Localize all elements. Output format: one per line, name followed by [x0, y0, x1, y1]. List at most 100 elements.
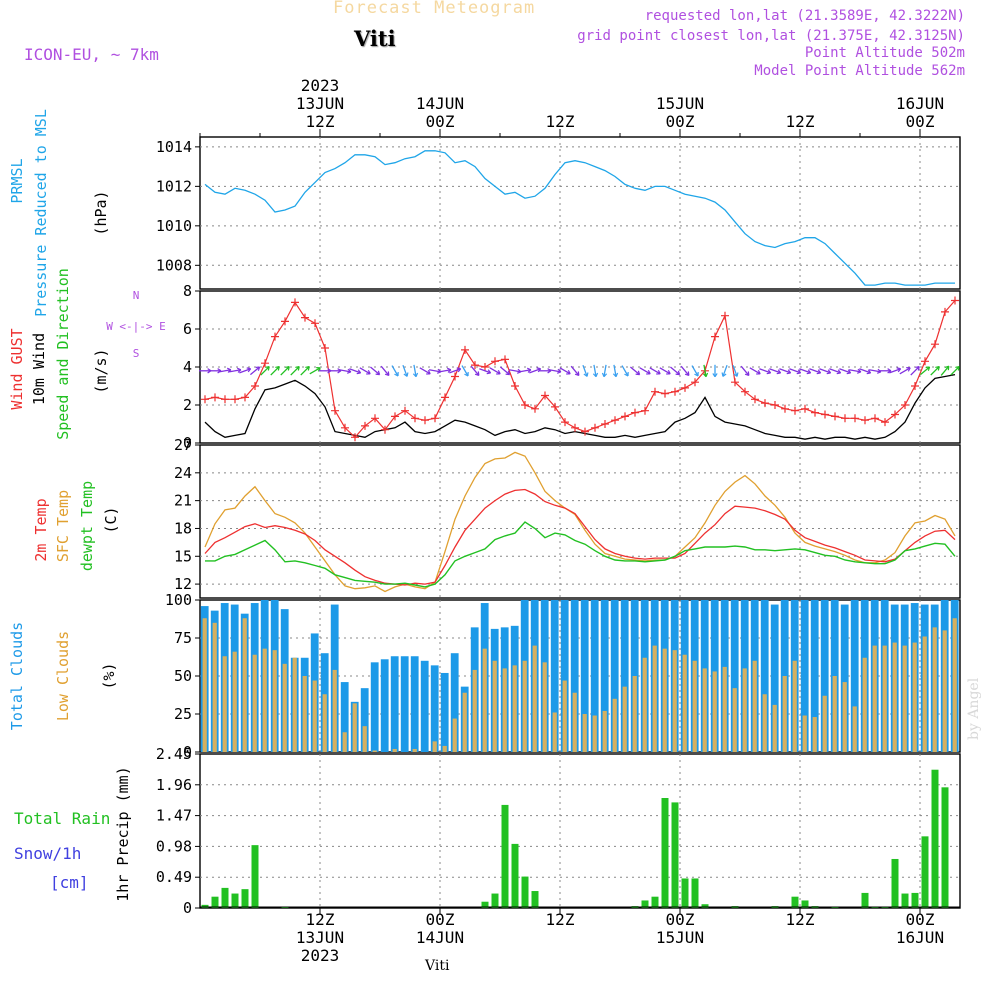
- wind-direction-arrow: [859, 368, 871, 374]
- wind-direction-arrowhead: [566, 369, 571, 375]
- total-clouds-bar: [420, 660, 429, 752]
- wind-gust-marker: [481, 363, 489, 371]
- pressure-ylabel: (hPa): [92, 190, 110, 235]
- wind-gust-marker: [931, 340, 939, 349]
- low-clouds-bar: [802, 715, 807, 752]
- rain-bar: [861, 892, 869, 908]
- total-clouds-bar: [340, 682, 349, 752]
- low-clouds-bar: [352, 703, 357, 752]
- wind-direction-arrowhead: [592, 372, 599, 378]
- temp-panel-ytick-label: 21: [174, 492, 192, 510]
- wind-gust-marker: [391, 412, 399, 421]
- temp-ylabel: 2m Temp: [32, 498, 50, 561]
- wind-direction-arrowhead: [384, 371, 390, 376]
- wind-direction-arrowhead: [656, 369, 661, 375]
- total-clouds-bar: [430, 665, 439, 752]
- low-clouds-bar: [362, 726, 367, 752]
- wind-direction-arrow: [470, 365, 480, 376]
- low-clouds-bar: [562, 680, 567, 752]
- wind-gust-marker: [581, 427, 589, 436]
- wind-gust-marker: [601, 420, 609, 428]
- wind-direction-arrowhead: [403, 372, 409, 377]
- wind-direction-arrow: [769, 368, 781, 374]
- wind-direction-arrow: [603, 364, 607, 377]
- wind-direction-arrow: [940, 365, 950, 376]
- total-clouds-bar: [800, 600, 809, 752]
- top-axis-label: 13JUN: [296, 94, 344, 113]
- wind-gust-marker: [881, 418, 889, 427]
- wind-direction-arrowhead: [426, 369, 431, 375]
- rain-bar: [651, 896, 659, 908]
- low-clouds-bar: [372, 750, 377, 752]
- wind-direction-arrowhead: [836, 369, 842, 375]
- precip-panel-ytick-label: 1.96: [156, 776, 192, 794]
- top-axis-label: 00Z: [906, 112, 935, 131]
- low-clouds-bar: [532, 645, 537, 752]
- wind-gust-marker: [321, 344, 329, 352]
- wind-direction-arrowhead: [766, 369, 772, 375]
- total-clouds-bar: [380, 659, 389, 752]
- low-clouds-bar: [292, 657, 297, 752]
- wind-direction-arrow: [910, 366, 920, 376]
- low-clouds-bar: [892, 642, 897, 752]
- wind-direction-arrow: [930, 366, 940, 376]
- top-axis-label: 2023: [301, 76, 340, 95]
- wind-direction-arrow: [239, 368, 251, 374]
- precip-ylabel: 1hr Precip (mm): [114, 766, 132, 901]
- wind-direction-arrowhead: [375, 370, 381, 376]
- wind-direction-arrow: [722, 364, 728, 377]
- rain-bar: [911, 892, 919, 908]
- wind-direction-arrowhead: [556, 368, 562, 374]
- low-clouds-bar: [412, 748, 417, 752]
- location-title: Viti: [354, 26, 396, 51]
- wind-direction-arrowhead: [756, 369, 761, 375]
- low-clouds-bar: [632, 676, 637, 752]
- wind-direction-arrow: [582, 364, 588, 377]
- wind-direction-arrow: [249, 366, 261, 376]
- low-clouds-bar: [602, 710, 607, 752]
- wind-direction-arrow: [391, 365, 399, 377]
- wind-gust-marker: [801, 404, 809, 413]
- wind-gust-marker: [631, 408, 639, 417]
- wind-direction-arrow: [889, 368, 901, 374]
- wind-gust-marker: [771, 401, 779, 409]
- wind-gust-marker: [671, 387, 679, 396]
- low-clouds-bar: [452, 718, 457, 752]
- bottom-axis-label: 15JUN: [656, 928, 704, 947]
- wind-direction-arrowhead: [246, 367, 252, 373]
- wind-direction-arrow: [290, 366, 300, 376]
- wind-direction-arrowhead: [866, 369, 872, 375]
- wind-direction-arrowhead: [601, 372, 608, 378]
- wind-direction-arrowhead: [474, 371, 480, 376]
- low-clouds-bar: [582, 714, 587, 752]
- wind-gust-marker: [341, 423, 349, 432]
- wind-gust-marker: [541, 391, 549, 400]
- wind-direction-arrowhead: [887, 368, 892, 374]
- wind-gust-marker: [291, 298, 299, 307]
- wind-gust-marker: [941, 307, 949, 316]
- wind-direction-arrowhead: [776, 369, 782, 375]
- low-clouds-bar: [432, 741, 437, 752]
- meteogram-title: Forecast Meteogram: [333, 0, 536, 18]
- bottom-axis-label: 14JUN: [416, 928, 464, 947]
- wind-gust-marker: [471, 361, 479, 370]
- low-clouds-bar: [742, 668, 747, 752]
- wind-direction-arrow: [559, 367, 571, 375]
- wind-direction-arrow: [732, 364, 738, 377]
- footer-location: Viti: [425, 958, 450, 974]
- low-clouds-bar: [202, 618, 207, 752]
- low-clouds-bar: [832, 676, 837, 752]
- rain-bar: [221, 887, 229, 908]
- wind-direction-arrowhead: [285, 365, 290, 371]
- low-clouds-bar: [762, 694, 767, 752]
- total-clouds-bar: [390, 656, 399, 752]
- wind-gust-marker: [351, 433, 359, 442]
- wind-direction-arrowhead: [806, 369, 812, 375]
- low-clouds-bar: [952, 618, 957, 752]
- wind-gust-marker: [521, 401, 529, 409]
- low-clouds-bar: [662, 648, 667, 752]
- wind-gust-marker: [641, 406, 649, 415]
- wind-direction-arrowhead: [944, 365, 950, 371]
- low-clouds-bar: [592, 715, 597, 752]
- wind-direction-arrowhead: [684, 371, 690, 376]
